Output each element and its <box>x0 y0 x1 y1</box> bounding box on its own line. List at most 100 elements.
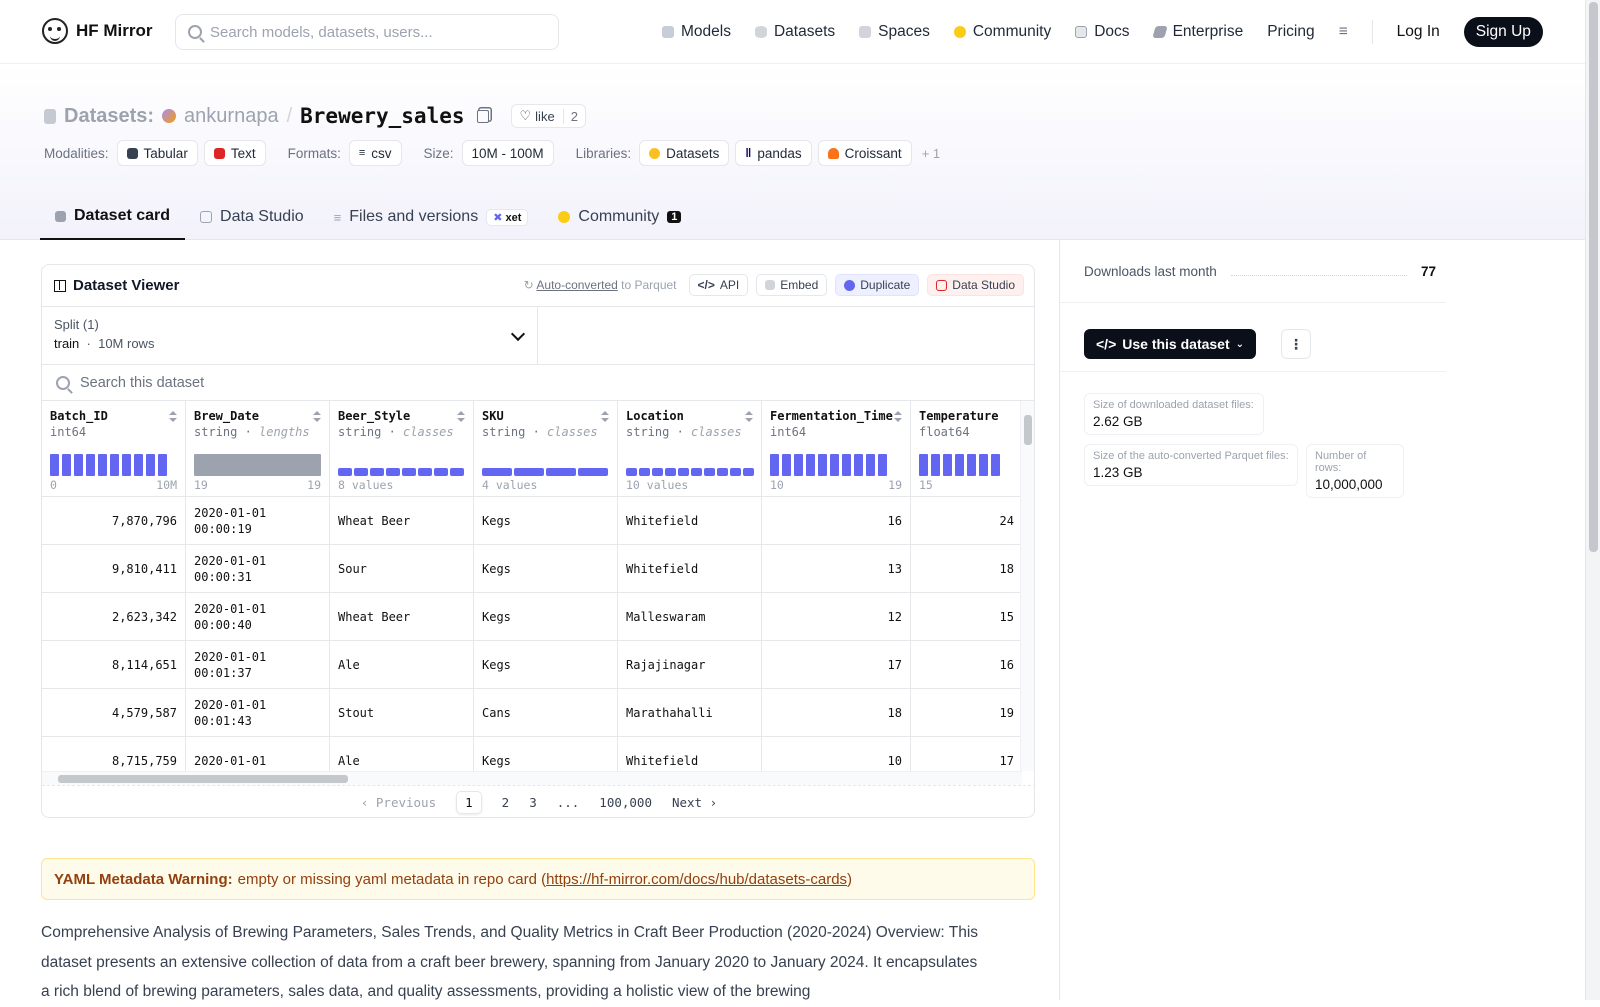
use-this-dataset-button[interactable]: </> Use this dataset ⌄ <box>1084 329 1257 359</box>
table-cell[interactable]: 2,623,342 <box>42 593 186 640</box>
like-button[interactable]: ♡ like 2 <box>510 104 586 128</box>
table-cell[interactable]: 2020-01-01 00:01:37 <box>186 641 330 688</box>
table-cell[interactable]: 19 <box>999 705 1014 720</box>
table-cell[interactable]: Sour <box>330 545 474 592</box>
column-header-batch-id[interactable]: Batch_ID int64 0 10M <box>42 401 186 496</box>
table-cell[interactable]: 2020-01-01 00:00:19 <box>186 497 330 544</box>
sort-icon[interactable] <box>313 411 321 423</box>
table-cell[interactable]: 16 <box>999 657 1014 672</box>
column-header-temperature[interactable]: Temperature float64 15 <box>911 401 1022 496</box>
table-cell[interactable]: Malleswaram <box>618 593 762 640</box>
table-cell[interactable]: Ale <box>330 737 474 771</box>
page-scrollbar[interactable] <box>1585 0 1600 1000</box>
nav-pricing[interactable]: Pricing <box>1267 23 1314 41</box>
table-cell[interactable]: 17 <box>999 753 1014 768</box>
table-cell[interactable]: 2020-01-01 00:00:31 <box>186 545 330 592</box>
table-cell[interactable]: Rajajinagar <box>618 641 762 688</box>
table-row[interactable]: 7,870,796 2020-01-01 00:00:19 Wheat Beer Ke… <box>42 497 1022 545</box>
nav-spaces[interactable]: Spaces <box>859 23 930 41</box>
api-button[interactable]: </> API <box>688 274 749 296</box>
owner-link[interactable]: ankurnapa <box>184 104 279 127</box>
table-cell[interactable]: Whitefield <box>618 737 762 771</box>
table-cell[interactable]: 17 <box>762 641 911 688</box>
nav-models[interactable]: Models <box>662 23 731 41</box>
table-row[interactable]: 4,579,587 2020-01-01 00:01:43 Stout Cans Mar… <box>42 689 1022 737</box>
previous-page-button[interactable]: ‹ Previous <box>360 795 437 810</box>
page-2-button[interactable]: 2 <box>501 795 510 810</box>
login-link[interactable]: Log In <box>1396 23 1440 40</box>
table-row[interactable]: 8,114,651 2020-01-01 00:01:37 Ale Kegs Rajaj… <box>42 641 1022 689</box>
nav-enterprise[interactable]: Enterprise <box>1151 23 1243 41</box>
scrollbar-thumb[interactable] <box>58 775 348 783</box>
table-cell[interactable]: Kegs <box>474 593 618 640</box>
nav-datasets[interactable]: Datasets <box>754 23 835 41</box>
table-cell[interactable]: 8,715,759 <box>42 737 186 771</box>
tag-tabular[interactable]: Tabular <box>116 140 198 166</box>
split-selector[interactable]: Split (1) train · 10M rows <box>42 307 538 364</box>
duplicate-button[interactable]: Duplicate <box>835 274 920 296</box>
tab-community[interactable]: Community 1 <box>543 194 696 240</box>
copy-icon[interactable] <box>476 109 489 123</box>
data-studio-button[interactable]: Data Studio <box>927 274 1024 296</box>
sort-icon[interactable] <box>601 411 609 423</box>
table-cell[interactable]: Kegs <box>474 737 618 771</box>
table-cell[interactable]: Whitefield <box>618 545 762 592</box>
scrollbar-thumb[interactable] <box>1024 415 1032 445</box>
sort-icon[interactable] <box>894 411 902 423</box>
tag-pandas[interactable]: ‖ pandas <box>735 140 812 166</box>
tag-text[interactable]: Text <box>203 140 266 166</box>
warning-link[interactable]: https://hf-mirror.com/docs/hub/datasets-… <box>546 870 848 888</box>
column-header-brew-date[interactable]: Brew_Date string · lengths 19 19 <box>186 401 330 496</box>
page-1-button[interactable]: 1 <box>456 791 482 814</box>
table-cell[interactable]: Marathahalli <box>618 689 762 736</box>
sort-icon[interactable] <box>745 411 753 423</box>
table-cell[interactable]: 13 <box>762 545 911 592</box>
tag-csv[interactable]: ≡ csv <box>348 140 402 166</box>
table-cell[interactable]: Ale <box>330 641 474 688</box>
table-cell[interactable]: 2020-01-01 00:00:40 <box>186 593 330 640</box>
table-cell[interactable]: 16 <box>762 497 911 544</box>
table-cell[interactable]: 9,810,411 <box>42 545 186 592</box>
nav-docs[interactable]: Docs <box>1075 23 1130 41</box>
libraries-more[interactable]: + 1 <box>921 145 941 161</box>
table-vertical-scrollbar[interactable] <box>1020 401 1034 771</box>
next-page-button[interactable]: Next › <box>671 795 718 810</box>
tab-data-studio[interactable]: Data Studio <box>185 194 319 240</box>
page-3-button[interactable]: 3 <box>529 795 537 810</box>
table-cell[interactable]: Cans <box>474 689 618 736</box>
tag-datasets-lib[interactable]: Datasets <box>639 140 730 166</box>
table-cell[interactable]: 18 <box>762 689 911 736</box>
table-row[interactable]: 9,810,411 2020-01-01 00:00:31 Sour Kegs Whit… <box>42 545 1022 593</box>
table-cell[interactable]: 4,579,587 <box>42 689 186 736</box>
table-cell[interactable]: 12 <box>762 593 911 640</box>
more-options-button[interactable]: ⋮ <box>1281 329 1311 359</box>
table-cell[interactable]: Kegs <box>474 545 618 592</box>
global-search-input[interactable]: Search models, datasets, users... <box>175 14 559 50</box>
tag-size[interactable]: 10M - 100M <box>461 140 554 166</box>
repo-name[interactable]: Brewery_sales <box>300 104 465 128</box>
brand-logo[interactable]: HF Mirror <box>42 18 153 44</box>
table-cell[interactable]: Whitefield <box>618 497 762 544</box>
table-cell[interactable]: 10 <box>762 737 911 771</box>
table-horizontal-scrollbar[interactable] <box>42 771 1022 785</box>
table-cell[interactable]: 2020-01-01 00:01:43 <box>186 689 330 736</box>
page-scrollbar-thumb[interactable] <box>1589 2 1598 552</box>
table-cell[interactable]: 15 <box>999 609 1014 624</box>
dataset-search-input[interactable]: Search this dataset <box>42 365 1034 401</box>
column-header-sku[interactable]: SKU string · classes 4 values <box>474 401 618 496</box>
tab-files[interactable]: ≡ Files and versions ✖ xet <box>319 194 544 240</box>
tag-croissant[interactable]: Croissant <box>817 140 912 166</box>
table-row[interactable]: 8,715,759 2020-01-01 Ale Kegs Whitefield 10 17 <box>42 737 1022 771</box>
table-cell[interactable]: 24 <box>999 513 1014 528</box>
table-cell[interactable]: Kegs <box>474 641 618 688</box>
sort-icon[interactable] <box>457 411 465 423</box>
table-cell[interactable]: Wheat Beer <box>330 593 474 640</box>
table-row[interactable]: 2,623,342 2020-01-01 00:00:40 Wheat Beer Ke… <box>42 593 1022 641</box>
table-cell[interactable]: Kegs <box>474 497 618 544</box>
auto-converted-link[interactable]: Auto-converted <box>536 278 618 292</box>
sort-icon[interactable] <box>169 411 177 423</box>
table-cell[interactable]: Wheat Beer <box>330 497 474 544</box>
table-cell[interactable]: 2020-01-01 <box>186 737 330 771</box>
column-header-beer-style[interactable]: Beer_Style string · classes 8 values <box>330 401 474 496</box>
nav-menu-icon[interactable]: ≡ <box>1338 23 1348 40</box>
